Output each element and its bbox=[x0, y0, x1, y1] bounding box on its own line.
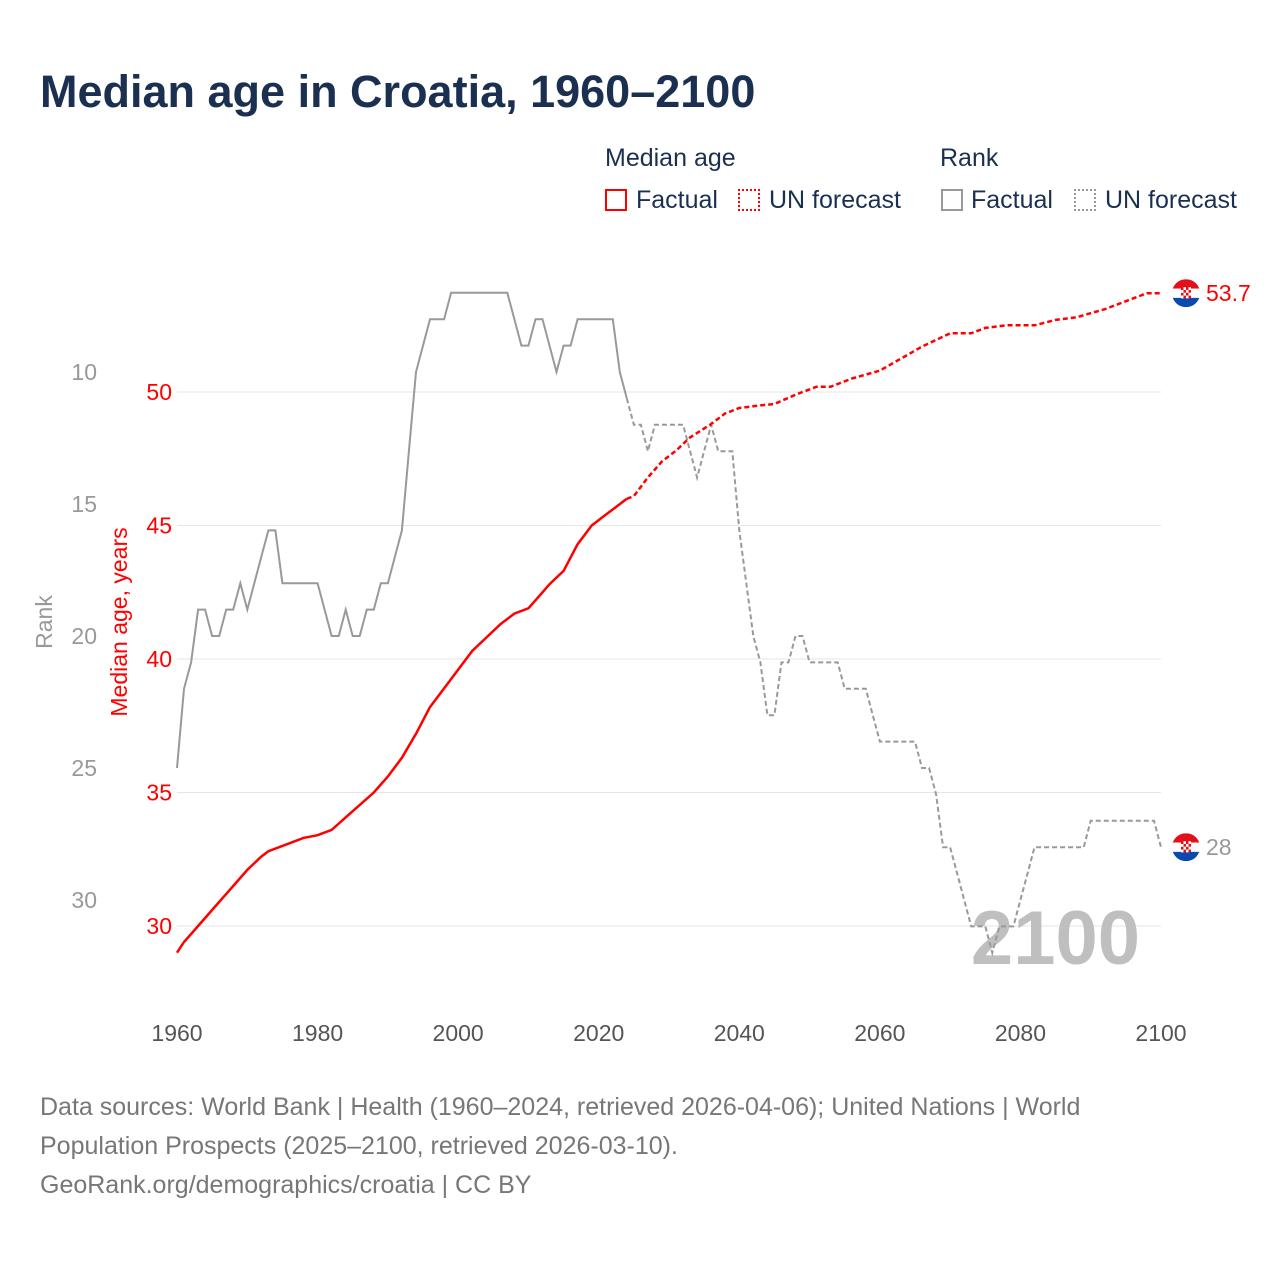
footer: Data sources: World Bank | Health (1960–… bbox=[40, 1088, 1190, 1205]
flag-stripes bbox=[1172, 833, 1200, 862]
legend-swatch-rank-factual bbox=[941, 189, 963, 211]
flag-checker bbox=[1188, 841, 1191, 844]
year-tick-label: 2020 bbox=[573, 1020, 624, 1046]
median-tick-label: 30 bbox=[146, 913, 172, 939]
flag-checker bbox=[1186, 846, 1189, 850]
year-tick-label: 2000 bbox=[433, 1020, 484, 1046]
rank-end-label: 28 bbox=[1206, 834, 1232, 860]
flag-stripes bbox=[1172, 279, 1200, 308]
rank-tick-label: 10 bbox=[71, 359, 97, 385]
rank-forecast-line bbox=[625, 398, 1162, 957]
rank-axis-label: Rank bbox=[31, 595, 57, 649]
attribution-link[interactable]: GeoRank.org/demographics/croatia | CC BY bbox=[40, 1171, 532, 1199]
flag-checker bbox=[1181, 841, 1184, 844]
flag-checker bbox=[1183, 287, 1186, 291]
flag-checker bbox=[1183, 292, 1186, 296]
flag-checker bbox=[1183, 295, 1186, 299]
flag-red-stripe bbox=[1172, 279, 1200, 290]
flag-checker bbox=[1188, 846, 1191, 850]
flag-checker bbox=[1186, 290, 1189, 293]
flag-checker bbox=[1186, 287, 1189, 291]
year-tick-label: 2080 bbox=[995, 1020, 1046, 1046]
median-tick-label: 35 bbox=[146, 780, 172, 806]
flag-checker bbox=[1181, 292, 1184, 296]
median-forecast-line bbox=[626, 291, 1161, 500]
flag-checker bbox=[1186, 841, 1189, 844]
rank-tick-label: 25 bbox=[71, 755, 97, 781]
flag-checker bbox=[1181, 287, 1184, 291]
median-end-label: 53.7 bbox=[1206, 280, 1251, 306]
legend-heading-rank: Rank bbox=[940, 144, 999, 172]
flag-checker bbox=[1186, 295, 1189, 299]
legend-label-rank-forecast[interactable]: UN forecast bbox=[1105, 186, 1237, 214]
median-tick-label: 45 bbox=[146, 513, 172, 539]
flag-checker bbox=[1183, 290, 1186, 293]
flag-blue-stripe bbox=[1172, 297, 1200, 308]
year-tick-label: 1980 bbox=[292, 1020, 343, 1046]
year-watermark: 2100 bbox=[971, 896, 1140, 981]
flag-checker bbox=[1188, 849, 1191, 853]
legend-swatch-rank-forecast bbox=[1074, 189, 1096, 211]
flag-checker bbox=[1181, 295, 1184, 299]
legend-swatch-median-factual bbox=[605, 189, 627, 211]
legend-label-rank-factual[interactable]: Factual bbox=[971, 186, 1053, 214]
median-axis-label: Median age, years bbox=[106, 527, 132, 716]
rank-tick-label: 30 bbox=[71, 887, 97, 913]
flag-checker bbox=[1183, 844, 1186, 847]
croatia-flag-icon bbox=[1172, 833, 1200, 862]
croatia-flag-icon bbox=[1172, 279, 1200, 308]
median-factual-line bbox=[175, 497, 628, 954]
flag-checker bbox=[1188, 292, 1191, 296]
year-tick-label: 2040 bbox=[714, 1020, 765, 1046]
rank-tick-label: 20 bbox=[71, 623, 97, 649]
chart-title: Median age in Croatia, 1960–2100 bbox=[40, 66, 756, 117]
flag-checker bbox=[1181, 844, 1184, 847]
year-tick-label: 2100 bbox=[1135, 1020, 1186, 1046]
flag-checker bbox=[1188, 844, 1191, 847]
flag-checker bbox=[1181, 849, 1184, 853]
flag-checker bbox=[1183, 846, 1186, 850]
rank-factual-line bbox=[176, 291, 628, 769]
flag-checker bbox=[1186, 292, 1189, 296]
median-tick-label: 40 bbox=[146, 646, 172, 672]
flag-checker bbox=[1181, 846, 1184, 850]
chart-area: 30 35 40 45 50 10 15 20 25 30 1960 1980 2000 2020 2040… bbox=[31, 279, 1251, 1046]
year-tick-label: 1960 bbox=[151, 1020, 202, 1046]
rank-tick-label: 15 bbox=[71, 491, 97, 517]
legend-heading-median: Median age bbox=[605, 144, 736, 172]
year-tick-label: 2060 bbox=[854, 1020, 905, 1046]
legend-swatch-median-forecast bbox=[738, 189, 760, 211]
flag-blue-stripe bbox=[1172, 851, 1200, 862]
flag-checker bbox=[1186, 849, 1189, 853]
flag-checker bbox=[1188, 295, 1191, 299]
flag-checker bbox=[1183, 849, 1186, 853]
flag-checker bbox=[1186, 844, 1189, 847]
flag-checker bbox=[1183, 841, 1186, 844]
legend-label-median-factual[interactable]: Factual bbox=[636, 186, 718, 214]
flag-checker bbox=[1188, 287, 1191, 291]
source-line-2: Population Prospects (2025–2100, retriev… bbox=[40, 1132, 678, 1160]
legend-label-median-forecast[interactable]: UN forecast bbox=[769, 186, 901, 214]
flag-checker bbox=[1181, 290, 1184, 293]
flag-checker bbox=[1188, 290, 1191, 293]
flag-red-stripe bbox=[1172, 833, 1200, 844]
source-line-1: Data sources: World Bank | Health (1960–… bbox=[40, 1093, 1081, 1121]
median-tick-label: 50 bbox=[146, 379, 172, 405]
